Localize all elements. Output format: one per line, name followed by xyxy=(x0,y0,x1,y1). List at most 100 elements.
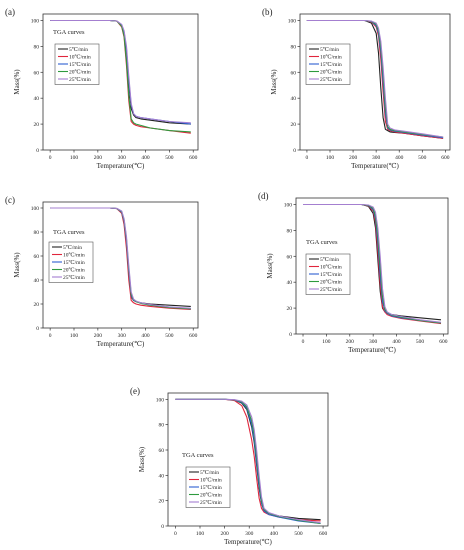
x-tick-label: 600 xyxy=(189,155,198,161)
y-tick-label: 80 xyxy=(159,423,165,429)
y-tick-label: 100 xyxy=(288,18,297,24)
x-axis-label: Temperature(℃) xyxy=(351,162,399,170)
legend-title: TGA curves xyxy=(53,229,85,236)
plot-frame xyxy=(167,392,329,527)
legend-entry: 25℃/min xyxy=(320,286,342,293)
chart-panel-4: (d) 0 100 200 300 400 500 600 0 20 40 60 80 100 Temper… xyxy=(258,191,449,354)
legend-entry: 20℃/min xyxy=(320,69,342,76)
plot-frame xyxy=(299,13,451,151)
y-tick-label: 100 xyxy=(156,397,165,403)
legend-entry: 5℃/min xyxy=(69,46,88,53)
legend-entry: 10℃/min xyxy=(320,264,342,271)
x-tick-label: 500 xyxy=(165,155,174,161)
legend-entry: 25℃/min xyxy=(320,76,342,83)
x-tick-label: 400 xyxy=(141,333,150,339)
legend-title: TGA curves xyxy=(182,452,214,459)
legend-entry: 15℃/min xyxy=(69,61,91,68)
legend-entry: 15℃/min xyxy=(63,259,85,266)
x-tick-label: 600 xyxy=(319,531,328,537)
plot-frame xyxy=(295,197,449,335)
x-tick-label: 200 xyxy=(94,333,103,339)
series-line xyxy=(306,19,444,138)
x-tick-label: 100 xyxy=(326,155,335,161)
chart-panel-2: (b) 0 100 200 300 400 500 600 0 20 40 60 80 100 Temper… xyxy=(262,7,451,170)
x-tick-label: 300 xyxy=(118,155,127,161)
x-tick-label: 300 xyxy=(245,531,254,537)
x-tick-label: 200 xyxy=(346,339,355,345)
y-tick-label: 60 xyxy=(291,70,297,76)
legend-entry: 10℃/min xyxy=(69,54,91,61)
x-tick-label: 500 xyxy=(418,155,427,161)
y-tick-label: 80 xyxy=(291,44,297,50)
legend-entry: 10℃/min xyxy=(200,477,222,484)
x-axis-label: Temperature(℃) xyxy=(224,538,272,546)
legend-entry: 5℃/min xyxy=(200,469,219,476)
legend-entry: 25℃/min xyxy=(63,274,85,281)
x-tick-label: 0 xyxy=(302,339,305,345)
y-tick-label: 20 xyxy=(34,122,40,128)
y-tick-label: 20 xyxy=(34,302,40,308)
x-tick-label: 100 xyxy=(322,339,331,345)
panel-label: (d) xyxy=(258,191,269,201)
y-tick-label: 100 xyxy=(31,18,40,24)
y-tick-label: 40 xyxy=(287,280,293,286)
legend-entry: 20℃/min xyxy=(200,492,222,499)
plot-frame xyxy=(42,13,199,151)
legend-entry: 5℃/min xyxy=(63,244,82,251)
legend-entry: 15℃/min xyxy=(200,484,222,491)
plot-frame xyxy=(42,201,199,329)
y-axis-label: Mass(%) xyxy=(138,446,146,472)
legend-entry: 20℃/min xyxy=(69,69,91,76)
x-tick-label: 600 xyxy=(441,155,450,161)
x-tick-label: 400 xyxy=(141,155,150,161)
x-tick-label: 500 xyxy=(294,531,303,537)
y-tick-label: 60 xyxy=(34,70,40,76)
legend-entry: 15℃/min xyxy=(320,271,342,278)
y-tick-label: 0 xyxy=(36,148,39,154)
x-tick-label: 600 xyxy=(439,339,448,345)
y-tick-label: 0 xyxy=(161,524,164,530)
legend-entry: 25℃/min xyxy=(200,499,222,506)
x-axis-label: Temperature(℃) xyxy=(97,340,145,348)
x-tick-label: 600 xyxy=(189,333,198,339)
y-tick-label: 100 xyxy=(31,206,40,212)
y-axis-label: Mass(%) xyxy=(13,252,21,278)
y-tick-label: 60 xyxy=(287,254,293,260)
legend-title: TGA curves xyxy=(53,29,85,36)
y-tick-label: 20 xyxy=(287,306,293,312)
x-tick-label: 300 xyxy=(118,333,127,339)
legend-entry: 10℃/min xyxy=(63,252,85,259)
y-tick-label: 0 xyxy=(36,326,39,332)
legend-entry: 10℃/min xyxy=(320,54,342,61)
panel-label: (c) xyxy=(5,195,15,205)
y-axis-label: Mass(%) xyxy=(266,253,274,279)
x-axis-label: Temperature(℃) xyxy=(348,346,396,354)
chart-panel-5: (e) 0 100 200 300 400 500 600 0 20 40 60 80 100 Temper… xyxy=(130,386,329,546)
y-tick-label: 80 xyxy=(34,230,40,236)
series-line xyxy=(175,398,321,524)
legend-entry: 20℃/min xyxy=(320,279,342,286)
x-tick-label: 0 xyxy=(174,531,177,537)
y-tick-label: 20 xyxy=(291,122,297,128)
y-tick-label: 0 xyxy=(289,332,292,338)
y-tick-label: 80 xyxy=(287,228,293,234)
panel-label: (a) xyxy=(5,7,15,17)
y-axis-label: Mass(%) xyxy=(270,69,278,95)
series-line xyxy=(303,203,442,323)
legend-entry: 20℃/min xyxy=(63,267,85,274)
y-tick-label: 80 xyxy=(34,44,40,50)
y-tick-label: 100 xyxy=(284,202,293,208)
x-tick-label: 500 xyxy=(165,333,174,339)
y-tick-label: 0 xyxy=(293,148,296,154)
panel-label: (e) xyxy=(130,386,140,396)
x-tick-label: 200 xyxy=(94,155,103,161)
x-tick-label: 0 xyxy=(49,333,52,339)
series-line xyxy=(50,19,191,124)
legend-title: TGA curves xyxy=(306,239,338,246)
legend-entry: 25℃/min xyxy=(69,76,91,83)
y-tick-label: 20 xyxy=(159,499,165,505)
y-tick-label: 40 xyxy=(291,96,297,102)
y-tick-label: 40 xyxy=(34,96,40,102)
